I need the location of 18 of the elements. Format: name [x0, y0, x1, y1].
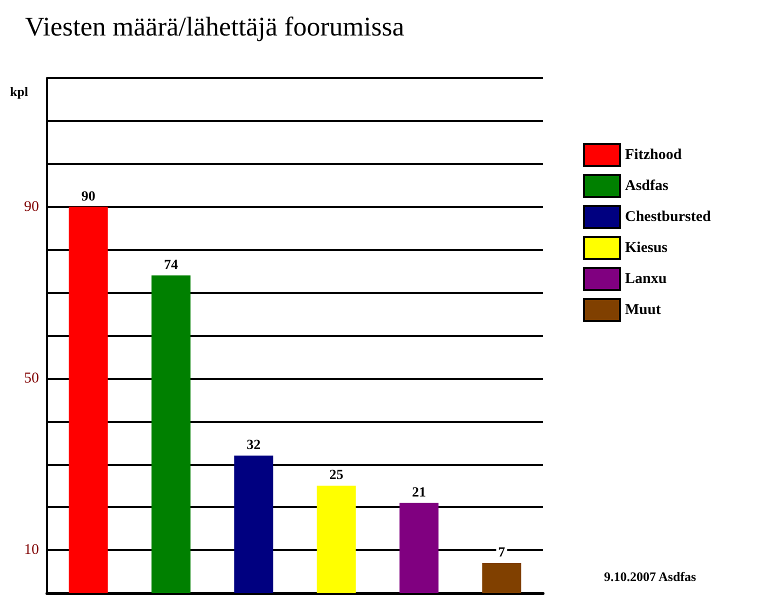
legend-label: Lanxu — [625, 271, 667, 287]
data-label: 32 — [246, 438, 261, 454]
y-tick-label: 90 — [24, 198, 39, 215]
data-label: 25 — [329, 468, 344, 484]
data-label: 90 — [81, 189, 96, 204]
legend-label: Asdfas — [625, 178, 669, 194]
text: 9.10.2007 Asdfas — [604, 569, 696, 584]
y-tick-label: 10 — [24, 542, 39, 558]
data-label: 7 — [498, 545, 506, 560]
legend-label: Chestbursted — [625, 209, 712, 225]
y-tick-label: 50 — [24, 370, 39, 386]
legend-label: Muut — [625, 302, 661, 318]
legend-label: Fitzhood — [625, 147, 682, 163]
data-label: 21 — [412, 485, 426, 500]
y-axis-title: kpl — [10, 84, 28, 99]
chart-title: Viesten määrä/lähettäjä foorumissa — [25, 12, 404, 42]
data-label: 74 — [164, 258, 178, 273]
legend-label: Kiesus — [625, 240, 668, 256]
